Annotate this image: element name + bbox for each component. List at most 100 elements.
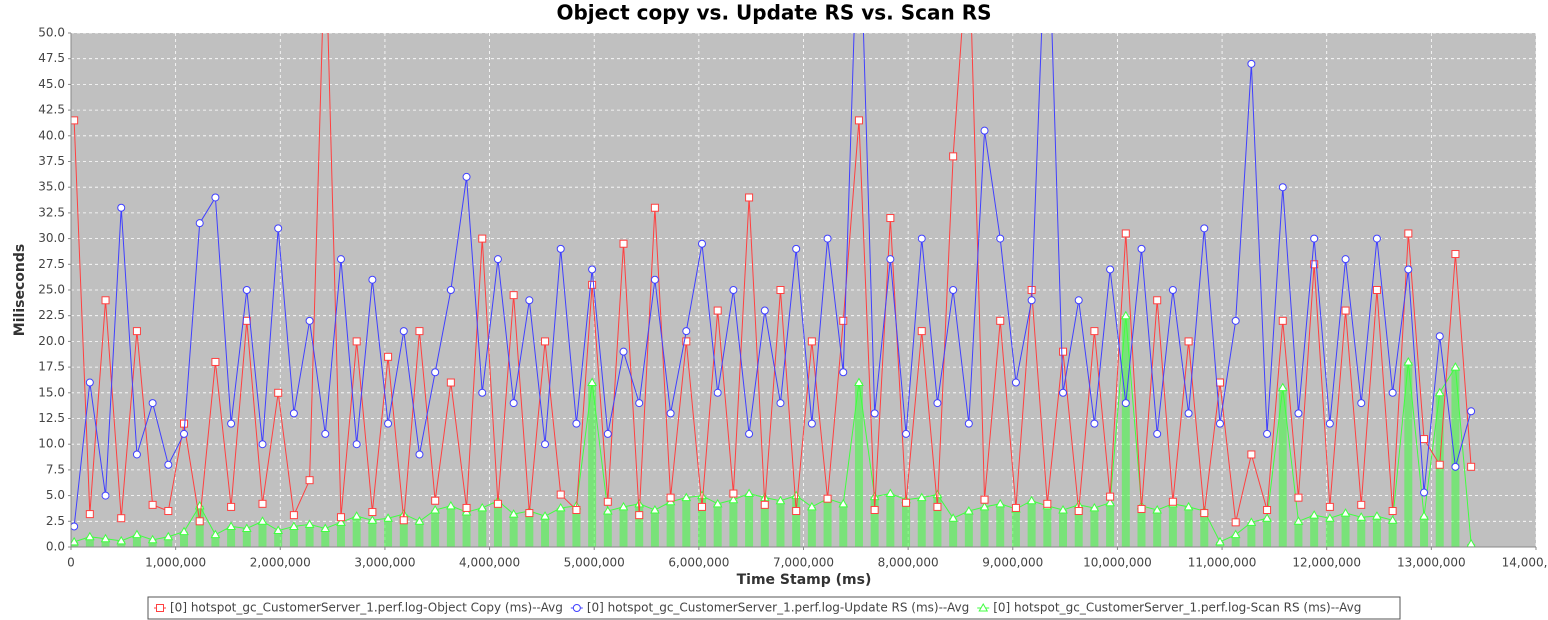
marker: [446, 378, 455, 387]
marker: [1420, 488, 1429, 497]
y-tick-label: 0.0: [46, 540, 65, 554]
marker: [321, 429, 330, 438]
marker: [1137, 244, 1146, 253]
chart-title: Object copy vs. Update RS vs. Scan RS: [556, 1, 991, 25]
marker: [1388, 388, 1397, 397]
marker: [635, 511, 644, 520]
x-tick-label: 10,000,000: [1083, 556, 1152, 570]
marker: [164, 460, 173, 469]
marker: [148, 500, 157, 509]
marker: [84, 531, 95, 541]
marker: [996, 234, 1005, 243]
marker: [132, 450, 141, 459]
marker: [289, 511, 298, 520]
marker: [1451, 250, 1460, 259]
marker: [1011, 503, 1020, 512]
marker: [712, 498, 723, 508]
x-tick-label: 2,000,000: [250, 556, 311, 570]
marker: [227, 419, 236, 428]
marker: [949, 286, 958, 294]
marker: [399, 516, 408, 525]
marker: [603, 429, 612, 438]
marker: [1121, 229, 1130, 238]
marker: [258, 499, 267, 508]
marker: [273, 525, 284, 535]
marker: [1404, 265, 1413, 274]
marker: [1231, 316, 1240, 325]
y-tick-label: 25.0: [38, 283, 65, 297]
marker: [415, 327, 424, 336]
marker: [980, 495, 989, 504]
legend-item: [0] hotspot_gc_CustomerServer_1.perf.log…: [570, 601, 969, 615]
x-tick-label: 9,000,000: [982, 556, 1043, 570]
marker: [1168, 497, 1177, 506]
y-tick-label: 27.5: [38, 257, 65, 271]
marker: [336, 513, 345, 522]
marker: [1263, 429, 1272, 438]
marker: [383, 513, 393, 522]
marker: [1105, 497, 1115, 507]
marker: [274, 224, 283, 233]
marker: [1184, 337, 1193, 346]
marker: [445, 500, 456, 510]
marker: [682, 337, 691, 346]
marker: [1310, 234, 1319, 243]
y-tick-label: 12.5: [38, 411, 65, 425]
marker: [227, 502, 236, 511]
marker: [1168, 286, 1177, 294]
marker: [164, 507, 173, 516]
marker: [1294, 409, 1303, 418]
marker: [305, 476, 314, 485]
marker: [588, 280, 597, 289]
marker: [132, 529, 142, 539]
marker: [180, 429, 189, 438]
series-line: [73, 33, 1472, 527]
marker: [838, 498, 849, 508]
y-tick-label: 15.0: [38, 385, 65, 399]
legend-box: [147, 596, 1401, 620]
series-line: [73, 33, 1472, 523]
marker: [241, 523, 252, 532]
marker: [682, 327, 691, 336]
marker: [509, 291, 518, 300]
marker: [963, 506, 974, 515]
marker: [555, 502, 566, 512]
y-axis-label: Miliseconds: [12, 244, 28, 336]
marker: [902, 429, 911, 438]
marker: [1277, 382, 1288, 392]
marker: [132, 327, 141, 336]
y-tick-label: 5.0: [46, 488, 65, 502]
marker: [525, 296, 534, 305]
marker: [384, 352, 393, 361]
x-tick-label: 0: [67, 556, 75, 570]
marker: [1090, 327, 1099, 336]
marker: [210, 529, 221, 539]
marker: [430, 504, 441, 514]
marker: [258, 440, 267, 449]
marker: [478, 388, 487, 397]
legend-marker: [572, 604, 581, 612]
marker: [462, 503, 471, 512]
marker: [980, 126, 989, 135]
marker: [1058, 504, 1068, 514]
marker: [619, 239, 628, 248]
marker: [650, 203, 659, 212]
marker: [336, 517, 346, 526]
x-tick-label: 11,000,000: [1188, 556, 1257, 570]
legend-label: [0] hotspot_gc_CustomerServer_1.perf.log…: [993, 601, 1361, 615]
marker: [414, 516, 425, 525]
legend-marker: [978, 602, 989, 612]
marker: [71, 116, 79, 125]
marker: [163, 531, 174, 541]
marker: [1357, 500, 1366, 509]
marker: [587, 377, 597, 387]
marker: [1247, 450, 1256, 459]
marker: [147, 534, 158, 544]
marker: [603, 497, 612, 506]
marker: [304, 519, 315, 528]
marker: [117, 203, 126, 212]
marker: [1435, 460, 1444, 469]
marker: [1341, 255, 1350, 264]
y-tick-label: 37.5: [38, 154, 65, 168]
marker: [415, 450, 424, 459]
